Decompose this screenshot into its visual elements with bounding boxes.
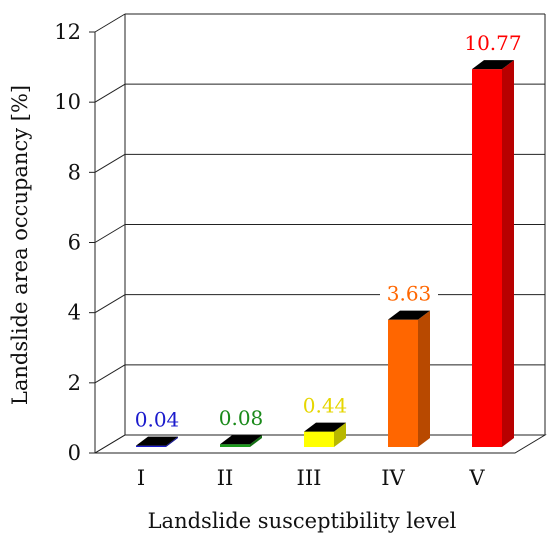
y-tick-label: 8 (68, 160, 81, 184)
y-tick-label: 2 (68, 371, 81, 395)
x-tick-label: V (468, 466, 485, 490)
bar-front (472, 69, 502, 447)
gridline-side (95, 14, 125, 32)
bar-side (418, 311, 430, 447)
gridline-side (95, 154, 125, 172)
data-label: 0.08 (219, 406, 264, 430)
x-axis-ticks: I II III IV V (137, 466, 486, 490)
y-tick-label: 10 (54, 90, 81, 114)
gridline-side (95, 365, 125, 383)
x-tick-label: IV (381, 466, 405, 490)
bar-V (472, 60, 514, 447)
bar-front (304, 432, 334, 447)
bar-front (220, 444, 250, 447)
bar-front (136, 446, 166, 447)
gridline-side (95, 225, 125, 243)
data-label: 3.63 (387, 282, 432, 306)
y-tick-label: 4 (68, 301, 81, 325)
data-label: 0.04 (135, 408, 180, 432)
gridline-side (95, 84, 125, 102)
bar-IV (388, 311, 430, 447)
x-tick-label: II (217, 466, 234, 490)
y-tick-label: 6 (68, 231, 81, 255)
x-axis-title: Landslide susceptibility level (148, 509, 457, 533)
y-axis-title: Landslide area occupancy [%] (8, 85, 32, 405)
bar-front (388, 320, 418, 447)
x-tick-label: I (137, 466, 145, 490)
y-tick-label: 12 (54, 20, 81, 44)
data-label: 0.44 (303, 394, 348, 418)
bars (136, 60, 514, 447)
y-axis-ticks: 0 2 4 6 8 10 12 (54, 20, 95, 465)
y-tick-label: 0 (68, 441, 81, 465)
gridline-side (95, 295, 125, 313)
data-labels: 0.04 0.08 0.44 3.63 10.77 (128, 31, 522, 431)
data-label: 10.77 (464, 31, 521, 55)
x-tick-label: III (297, 466, 322, 490)
bar-side (502, 60, 514, 447)
